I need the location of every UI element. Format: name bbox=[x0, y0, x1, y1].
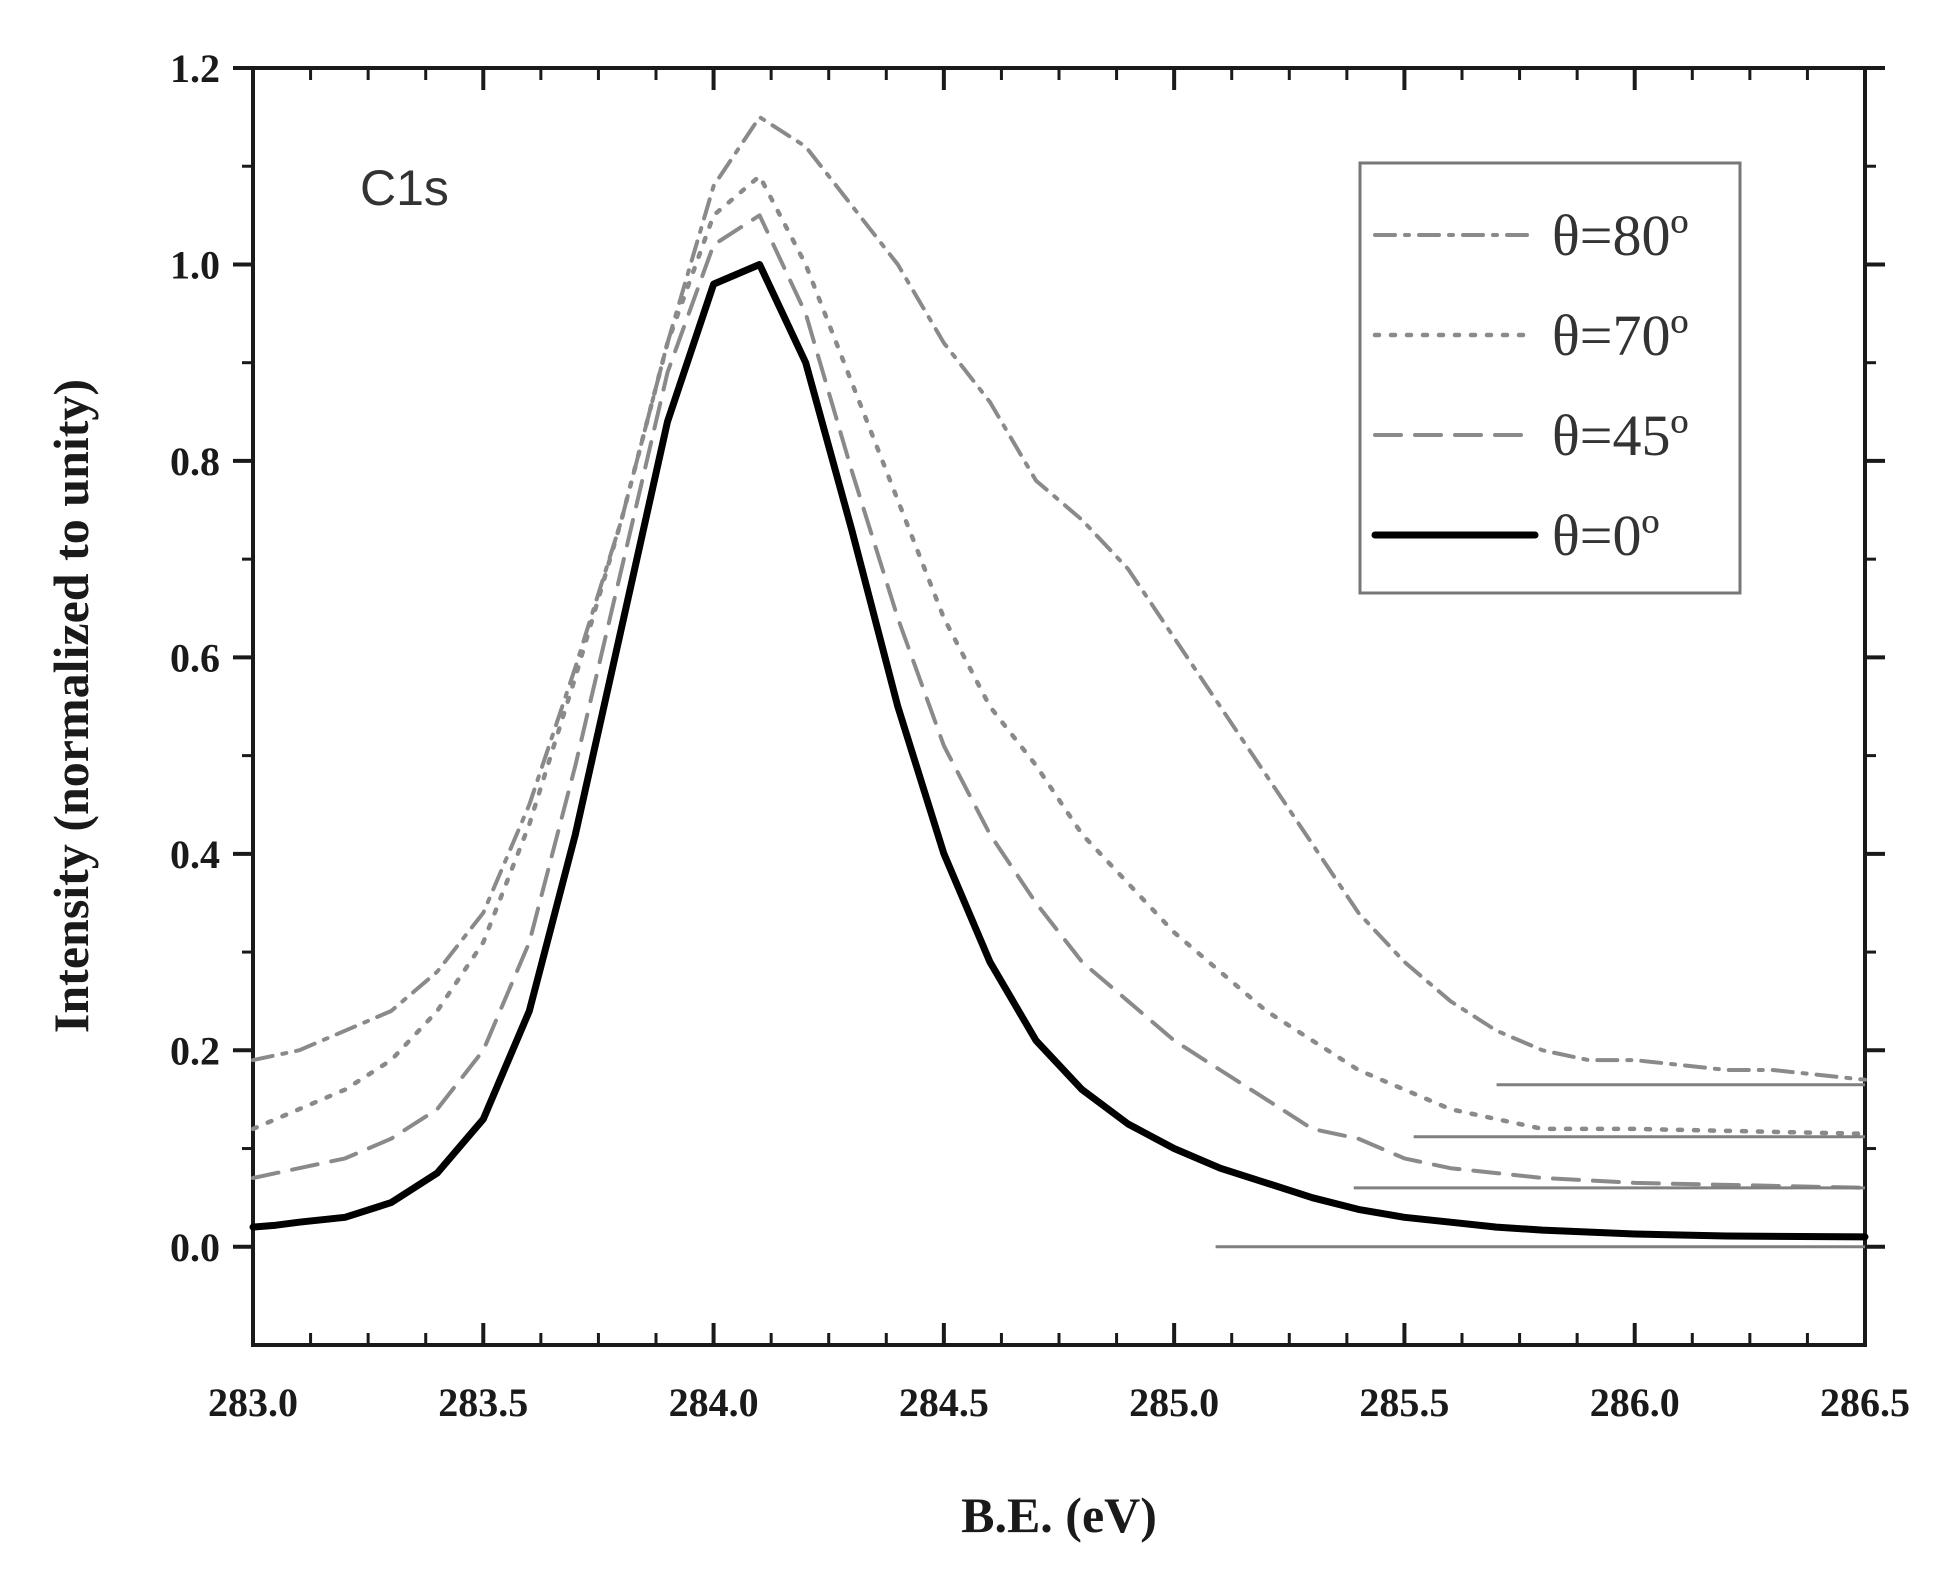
y-tick-label: 0.0 bbox=[170, 1225, 220, 1270]
y-tick-label: 0.8 bbox=[170, 439, 220, 484]
legend-label: θ=45º bbox=[1552, 403, 1688, 468]
y-tick-label: 1.0 bbox=[170, 242, 220, 287]
c1s-annotation: C1s bbox=[360, 160, 449, 216]
x-tick-label: 283.0 bbox=[208, 1380, 298, 1425]
series-line bbox=[251, 213, 1867, 1190]
y-tick-labels: 0.0 0.2 0.4 0.6 0.8 1.0 1.2 bbox=[170, 46, 220, 1270]
x-tick-label: 285.0 bbox=[1129, 1380, 1219, 1425]
axis-ticks bbox=[233, 66, 1885, 1345]
series-line bbox=[251, 115, 1867, 1082]
x-tick-label: 284.5 bbox=[899, 1380, 989, 1425]
series-line bbox=[250, 173, 1868, 1137]
x-tick-labels: 283.0 283.5 284.0 284.5 285.0 285.5 286.0 286.5 bbox=[208, 1380, 1910, 1425]
x-tick-label: 285.5 bbox=[1359, 1380, 1449, 1425]
series-baselines bbox=[1215, 1083, 1865, 1249]
legend-label: θ=80º bbox=[1552, 203, 1688, 268]
y-tick-label: 1.2 bbox=[170, 46, 220, 91]
x-tick-label: 286.5 bbox=[1820, 1380, 1910, 1425]
x-axis-title: B.E. (eV) bbox=[961, 1487, 1157, 1543]
y-axis-title: Intensity (normalized to unity) bbox=[43, 379, 99, 1033]
y-tick-label: 0.2 bbox=[170, 1028, 220, 1073]
x-tick-label: 284.0 bbox=[669, 1380, 759, 1425]
x-tick-label: 283.5 bbox=[438, 1380, 528, 1425]
legend: θ=80º θ=70º θ=45º θ=0º bbox=[1358, 161, 1742, 595]
legend-label: θ=70º bbox=[1552, 303, 1688, 368]
x-tick-label: 286.0 bbox=[1590, 1380, 1680, 1425]
y-tick-label: 0.4 bbox=[170, 832, 220, 877]
legend-label: θ=0º bbox=[1552, 503, 1659, 568]
series-line bbox=[249, 261, 1869, 1241]
y-tick-label: 0.6 bbox=[170, 635, 220, 680]
series-curves bbox=[249, 115, 1869, 1241]
